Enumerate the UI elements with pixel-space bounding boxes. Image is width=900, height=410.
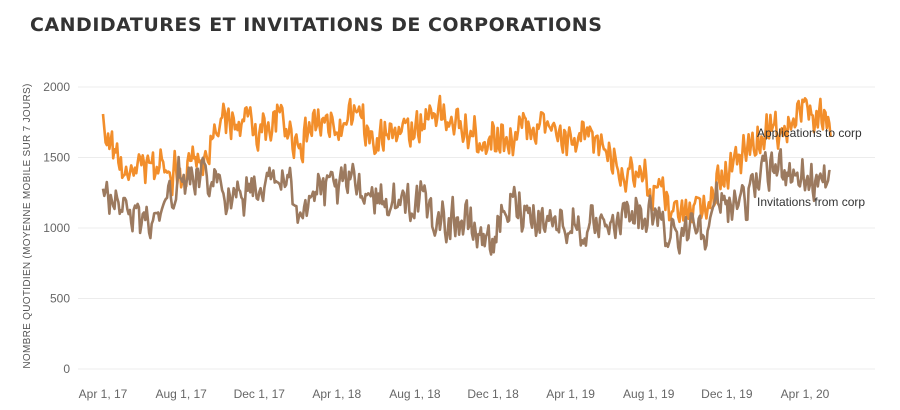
y-tick-label: 1000 (43, 221, 70, 235)
y-axis-ticks: 0 500 1000 1500 2000 (43, 80, 70, 376)
y-axis-title: NOMBRE QUOTIDIEN (MOYENNE MOBILE SUR 7 J… (22, 83, 33, 368)
x-tick-label: Aug 1, 19 (623, 387, 675, 401)
chart-title: CANDIDATURES ET INVITATIONS DE CORPORATI… (30, 14, 603, 36)
series-label-applications: Applications to corp (757, 126, 862, 140)
y-tick-label: 2000 (43, 80, 70, 94)
x-tick-label: Dec 1, 18 (467, 387, 519, 401)
x-tick-label: Aug 1, 17 (155, 387, 207, 401)
x-tick-label: Apr 1, 19 (546, 387, 595, 401)
series-line-invitations (101, 148, 831, 256)
x-tick-label: Apr 1, 18 (312, 387, 361, 401)
series-labels: Applications to corp Invitations from cor… (757, 126, 865, 209)
x-axis-ticks: Apr 1, 17 Aug 1, 17 Dec 1, 17 Apr 1, 18 Aug … (79, 387, 830, 401)
series-lines (101, 94, 832, 256)
x-tick-label: Apr 1, 17 (79, 387, 128, 401)
y-tick-label: 500 (50, 292, 70, 306)
x-tick-label: Aug 1, 18 (389, 387, 441, 401)
x-tick-label: Dec 1, 17 (234, 387, 286, 401)
series-line-applications (101, 94, 832, 224)
y-tick-label: 0 (63, 362, 70, 376)
series-label-invitations: Invitations from corp (757, 195, 865, 209)
y-tick-label: 1500 (43, 151, 70, 165)
x-tick-label: Dec 1, 19 (701, 387, 753, 401)
x-tick-label: Apr 1, 20 (781, 387, 830, 401)
